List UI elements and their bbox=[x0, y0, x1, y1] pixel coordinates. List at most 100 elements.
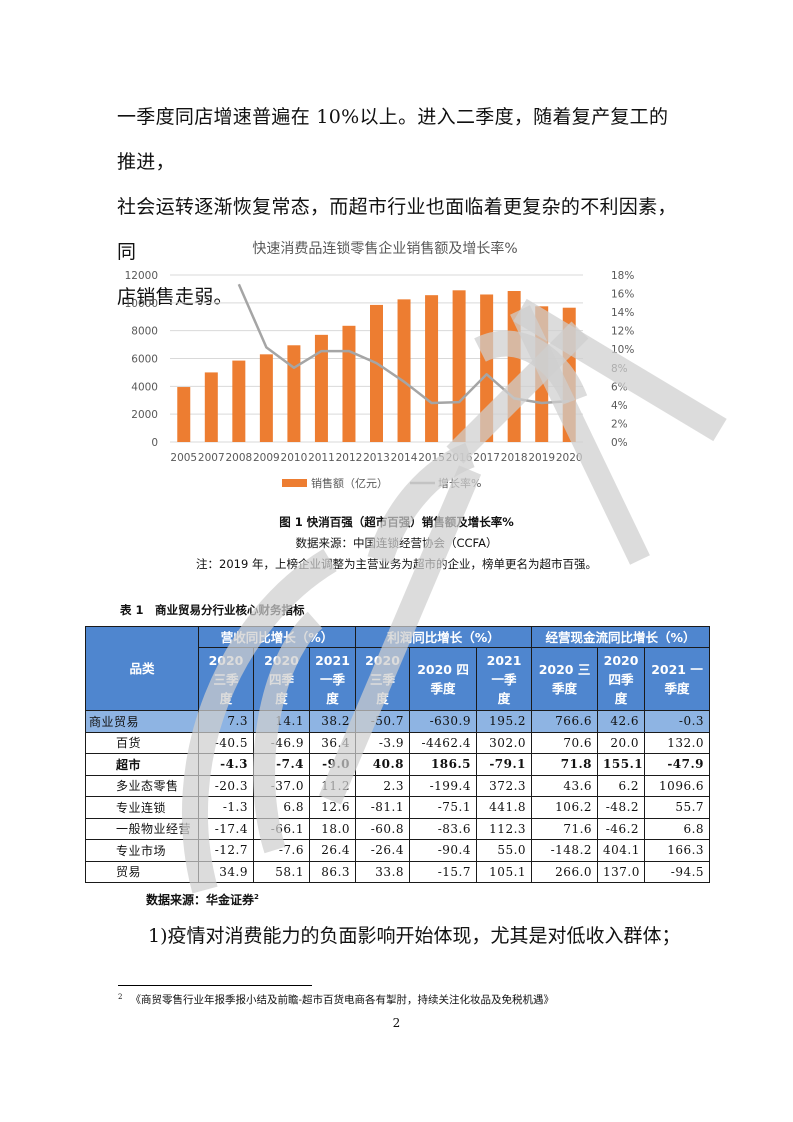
value-cell: 71.6 bbox=[531, 817, 599, 840]
column-header-line: 2020 bbox=[365, 652, 400, 668]
footnote-divider bbox=[118, 985, 312, 986]
footnote-marker: 2 bbox=[118, 992, 123, 1001]
column-header: 2020 三季度 bbox=[531, 647, 599, 711]
table-title: 表 1 商业贸易分行业核心财务指标 bbox=[120, 603, 305, 617]
y2-axis-tick: 12% bbox=[611, 326, 634, 338]
value-cell: 42.6 bbox=[597, 710, 646, 733]
column-header: 2020 四季度 bbox=[409, 647, 478, 711]
column-header-line: 季度 bbox=[664, 681, 690, 696]
column-header-line: 度 bbox=[275, 690, 288, 706]
column-header: 2021 一季度 bbox=[308, 647, 357, 711]
bar bbox=[425, 295, 439, 442]
value-cell: 43.6 bbox=[531, 774, 599, 797]
y2-axis-tick: 16% bbox=[611, 289, 634, 301]
column-header-line: 季度 bbox=[552, 681, 578, 696]
paragraph-line: 社会运转逐渐恢复常态，而超市行业也面临着更复杂的不利因素，同 bbox=[117, 196, 677, 263]
x-axis-tick: 2013 bbox=[363, 452, 390, 464]
x-axis-tick: 2019 bbox=[528, 452, 555, 464]
figure-note: 注：2019 年，上榜企业调整为主营业务为超市的企业，榜单更名为超市百强。 bbox=[196, 557, 597, 571]
x-axis-tick: 2009 bbox=[253, 452, 280, 464]
footnote-ref[interactable]: 2 bbox=[254, 893, 259, 901]
column-header-line: 度 bbox=[219, 690, 233, 706]
value-cell: -9.0 bbox=[308, 753, 357, 776]
value-cell: -83.6 bbox=[409, 817, 478, 840]
x-axis-tick: 2018 bbox=[501, 452, 528, 464]
value-cell: 106.2 bbox=[531, 796, 599, 819]
column-header-line: 一季 bbox=[491, 671, 517, 687]
column-header-line: 2020 bbox=[208, 652, 244, 668]
column-header: 2020 三季度 bbox=[198, 647, 254, 711]
value-cell: 6.2 bbox=[597, 774, 646, 797]
value-cell: -7.4 bbox=[253, 753, 310, 776]
value-cell: 112.3 bbox=[476, 817, 533, 840]
value-cell: 132.0 bbox=[644, 731, 711, 754]
y2-axis-tick: 2% bbox=[611, 418, 628, 430]
column-header-line: 一季 bbox=[320, 671, 346, 687]
value-cell: -3.9 bbox=[355, 731, 411, 754]
column-header: 2020 四季度 bbox=[253, 647, 310, 711]
bar bbox=[342, 325, 356, 442]
table-source: 数据来源：华金证券2 bbox=[146, 891, 259, 908]
column-header: 2020 三季度 bbox=[355, 647, 411, 711]
value-cell: -0.3 bbox=[644, 710, 711, 733]
value-cell: 14.1 bbox=[253, 710, 310, 733]
value-cell: -48.2 bbox=[597, 796, 646, 819]
value-cell: 186.5 bbox=[409, 753, 478, 776]
value-cell: -199.4 bbox=[409, 774, 478, 797]
y2-axis-tick: 18% bbox=[611, 270, 634, 282]
y-axis-tick: 4000 bbox=[131, 381, 158, 393]
table-source-text: 数据来源：华金证券 bbox=[146, 893, 255, 907]
legend-bar-swatch bbox=[282, 479, 307, 487]
bar bbox=[507, 291, 521, 442]
value-cell: 11.2 bbox=[308, 774, 357, 797]
value-cell: 70.6 bbox=[531, 731, 599, 754]
y-axis-tick: 12000 bbox=[125, 270, 158, 282]
bar bbox=[370, 304, 383, 442]
category-cell: 多业态零售 bbox=[85, 774, 199, 797]
value-cell: 34.9 bbox=[198, 860, 254, 883]
y2-axis-tick: 10% bbox=[611, 344, 634, 356]
column-header-line: 三季 bbox=[213, 671, 239, 687]
sales-growth-chart: 快速消费品连锁零售企业销售额及增长率% 0 2000 4000 6000 8000 100… bbox=[120, 228, 650, 498]
value-cell: -630.9 bbox=[409, 710, 478, 733]
bar bbox=[177, 387, 191, 442]
value-cell: 372.3 bbox=[476, 774, 533, 797]
value-cell: -4462.4 bbox=[409, 731, 478, 754]
value-cell: -90.4 bbox=[409, 839, 478, 862]
value-cell: -94.5 bbox=[644, 860, 711, 883]
bar bbox=[204, 372, 218, 442]
bar bbox=[259, 354, 273, 442]
value-cell: 6.8 bbox=[253, 796, 310, 819]
table-row: 百货 -40.5 -46.9 36.4 -3.9 -4462.4 302.0 70.6 20.0… bbox=[85, 731, 711, 754]
y-axis-tick: 0 bbox=[151, 437, 158, 449]
x-axis-tick: 2007 bbox=[198, 452, 225, 464]
y-axis-tick: 8000 bbox=[131, 326, 158, 338]
value-cell: 20.0 bbox=[597, 731, 646, 754]
value-cell: 55.7 bbox=[644, 796, 711, 819]
value-cell: -47.9 bbox=[644, 753, 711, 776]
bar bbox=[287, 345, 301, 442]
x-axis-tick: 2014 bbox=[391, 452, 418, 464]
column-header-line: 2020 四 bbox=[417, 662, 469, 677]
x-axis-tick: 2010 bbox=[281, 452, 308, 464]
value-cell: 36.4 bbox=[308, 731, 357, 754]
value-cell: 195.2 bbox=[476, 710, 533, 733]
value-cell: 155.1 bbox=[597, 753, 646, 776]
figure-caption: 图 1 快消百强（超市百强）销售额及增长率% bbox=[279, 515, 514, 529]
value-cell: -26.4 bbox=[355, 839, 411, 862]
value-cell: -60.8 bbox=[355, 817, 411, 840]
x-axis-tick: 2008 bbox=[225, 452, 252, 464]
y2-axis-tick: 0% bbox=[611, 437, 628, 449]
bar bbox=[452, 290, 466, 442]
table-row: 多业态零售 -20.3 -37.0 11.2 2.3 -199.4 372.3 43.6 6.2… bbox=[85, 774, 711, 797]
column-header-line: 度 bbox=[614, 690, 628, 706]
column-header-line: 度 bbox=[497, 690, 511, 706]
x-axis-tick: 2012 bbox=[336, 452, 363, 464]
column-header-line: 季度 bbox=[430, 681, 456, 696]
value-cell: 40.8 bbox=[355, 753, 411, 776]
profit-group-header: 利润同比增长（%） bbox=[355, 626, 533, 648]
column-header-line: 三季 bbox=[370, 671, 396, 687]
chart-canvas: 0 2000 4000 6000 8000 10000 12000 0% 2% 4% 6% 8% 10%… bbox=[125, 270, 635, 490]
value-cell: 766.6 bbox=[531, 710, 599, 733]
cashflow-group-header: 经营现金流同比增长（%） bbox=[531, 626, 711, 648]
